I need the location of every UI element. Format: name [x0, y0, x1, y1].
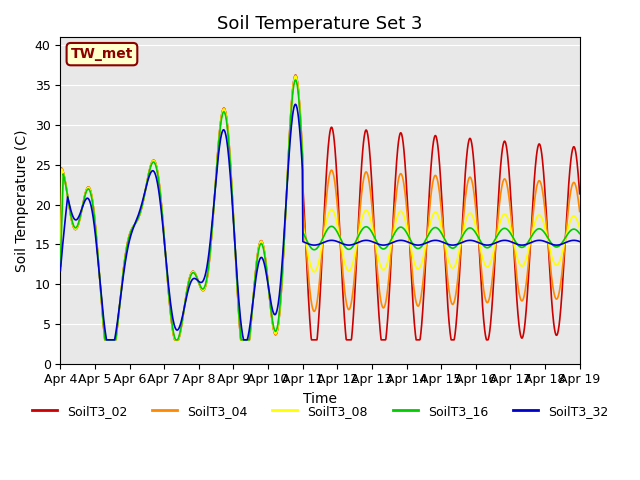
Legend: SoilT3_02, SoilT3_04, SoilT3_08, SoilT3_16, SoilT3_32: SoilT3_02, SoilT3_04, SoilT3_08, SoilT3_…: [27, 400, 613, 423]
X-axis label: Time: Time: [303, 392, 337, 406]
Y-axis label: Soil Temperature (C): Soil Temperature (C): [15, 129, 29, 272]
Text: TW_met: TW_met: [71, 47, 133, 61]
Title: Soil Temperature Set 3: Soil Temperature Set 3: [217, 15, 423, 33]
